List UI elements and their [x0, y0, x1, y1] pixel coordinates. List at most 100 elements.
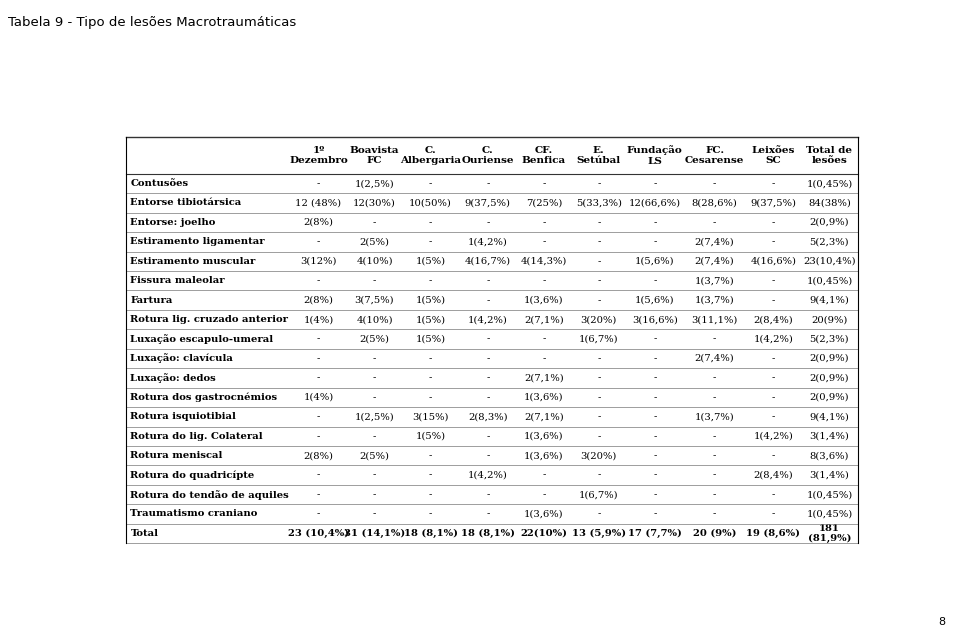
Text: 1(5%): 1(5%)	[416, 315, 445, 324]
Text: -: -	[597, 237, 600, 246]
Text: -: -	[372, 471, 376, 479]
Text: 1(5,6%): 1(5,6%)	[635, 257, 675, 266]
Text: -: -	[772, 237, 775, 246]
Text: 13 (5,9%): 13 (5,9%)	[572, 529, 626, 538]
Text: 1(3,6%): 1(3,6%)	[524, 451, 564, 460]
Text: C.
Ouriense: C. Ouriense	[462, 146, 514, 165]
Text: 2(8%): 2(8%)	[303, 296, 333, 305]
Text: -: -	[713, 451, 716, 460]
Text: 5(2,3%): 5(2,3%)	[809, 335, 850, 344]
Text: -: -	[429, 393, 432, 402]
Text: -: -	[772, 412, 775, 421]
Text: Luxação: dedos: Luxação: dedos	[131, 373, 216, 383]
Text: -: -	[653, 237, 657, 246]
Text: -: -	[653, 354, 657, 363]
Text: 31 (14,1%): 31 (14,1%)	[344, 529, 405, 538]
Text: 5(33,3%): 5(33,3%)	[576, 199, 622, 208]
Text: 1(3,6%): 1(3,6%)	[524, 509, 564, 519]
Text: -: -	[713, 335, 716, 344]
Text: -: -	[542, 276, 545, 285]
Text: 1(3,7%): 1(3,7%)	[695, 296, 734, 305]
Text: 3(16,6%): 3(16,6%)	[632, 315, 678, 324]
Text: Fartura: Fartura	[131, 296, 173, 305]
Text: -: -	[772, 296, 775, 305]
Text: 1(3,7%): 1(3,7%)	[695, 412, 734, 421]
Text: Rotura dos gastrocnémios: Rotura dos gastrocnémios	[131, 392, 277, 402]
Text: -: -	[713, 179, 716, 188]
Text: -: -	[653, 373, 657, 382]
Text: 3(15%): 3(15%)	[413, 412, 449, 421]
Text: 3(1,4%): 3(1,4%)	[809, 432, 850, 441]
Text: Rotura do quadricípte: Rotura do quadricípte	[131, 471, 254, 480]
Text: 1(4,2%): 1(4,2%)	[754, 335, 793, 344]
Text: -: -	[372, 509, 376, 519]
Text: -: -	[713, 218, 716, 227]
Text: -: -	[597, 432, 600, 441]
Text: -: -	[772, 179, 775, 188]
Text: -: -	[597, 373, 600, 382]
Text: 1(5,6%): 1(5,6%)	[635, 296, 675, 305]
Text: 2(8,3%): 2(8,3%)	[468, 412, 508, 421]
Text: -: -	[486, 432, 490, 441]
Text: -: -	[429, 179, 432, 188]
Text: -: -	[653, 471, 657, 479]
Text: -: -	[542, 218, 545, 227]
Bar	[126, 137, 858, 543]
Text: 2(5%): 2(5%)	[360, 335, 390, 344]
Text: -: -	[486, 490, 490, 499]
Text: Rotura isquiotibial: Rotura isquiotibial	[131, 412, 236, 421]
Text: FC.
Cesarense: FC. Cesarense	[685, 146, 744, 165]
Text: 18 (8,1%): 18 (8,1%)	[461, 529, 515, 538]
Text: -: -	[653, 412, 657, 421]
Text: -: -	[317, 179, 321, 188]
Text: -: -	[429, 218, 432, 227]
Text: 3(1,4%): 3(1,4%)	[809, 471, 850, 479]
Text: -: -	[486, 335, 490, 344]
Text: Leixões
SC: Leixões SC	[752, 146, 795, 165]
Text: Luxação escapulo-umeral: Luxação escapulo-umeral	[131, 334, 274, 344]
Text: -: -	[597, 471, 600, 479]
Text: 7(25%): 7(25%)	[526, 199, 562, 208]
Text: -: -	[486, 354, 490, 363]
Text: -: -	[317, 237, 321, 246]
Text: C.
Albergaria: C. Albergaria	[400, 146, 461, 165]
Text: 19 (8,6%): 19 (8,6%)	[746, 529, 801, 538]
Text: -: -	[317, 509, 321, 519]
Text: -: -	[597, 509, 600, 519]
Text: -: -	[597, 257, 600, 266]
Text: -: -	[317, 373, 321, 382]
Text: -: -	[772, 451, 775, 460]
Text: 9(37,5%): 9(37,5%)	[751, 199, 797, 208]
Text: 12(66,6%): 12(66,6%)	[629, 199, 681, 208]
Text: -: -	[542, 335, 545, 344]
Text: 12 (48%): 12 (48%)	[296, 199, 342, 208]
Text: -: -	[372, 373, 376, 382]
Text: Tabela 9 - Tipo de lesões Macrotraumáticas: Tabela 9 - Tipo de lesões Macrotraumátic…	[8, 16, 296, 29]
Text: -: -	[429, 373, 432, 382]
Text: 9(4,1%): 9(4,1%)	[809, 412, 850, 421]
Text: 3(11,1%): 3(11,1%)	[691, 315, 738, 324]
Text: 1(5%): 1(5%)	[416, 432, 445, 441]
Text: -: -	[372, 490, 376, 499]
Text: -: -	[317, 412, 321, 421]
Text: 2(8,4%): 2(8,4%)	[754, 471, 793, 479]
Text: -: -	[372, 393, 376, 402]
Text: 1(3,6%): 1(3,6%)	[524, 432, 564, 441]
Text: Total de
lesões: Total de lesões	[806, 146, 852, 165]
Text: 3(7,5%): 3(7,5%)	[355, 296, 395, 305]
Text: 8(3,6%): 8(3,6%)	[809, 451, 850, 460]
Text: 1(6,7%): 1(6,7%)	[579, 335, 618, 344]
Text: Contusões: Contusões	[131, 179, 188, 188]
Text: Boavista
FC: Boavista FC	[349, 146, 399, 165]
Text: 5(2,3%): 5(2,3%)	[809, 237, 850, 246]
Text: Total: Total	[131, 529, 158, 538]
Text: -: -	[429, 490, 432, 499]
Text: 4(14,3%): 4(14,3%)	[520, 257, 567, 266]
Text: Rotura do lig. Colateral: Rotura do lig. Colateral	[131, 432, 263, 441]
Text: -: -	[429, 471, 432, 479]
Text: -: -	[372, 218, 376, 227]
Text: -: -	[317, 335, 321, 344]
Text: -: -	[372, 432, 376, 441]
Text: 20(9%): 20(9%)	[811, 315, 848, 324]
Text: 1(4,2%): 1(4,2%)	[468, 237, 508, 246]
